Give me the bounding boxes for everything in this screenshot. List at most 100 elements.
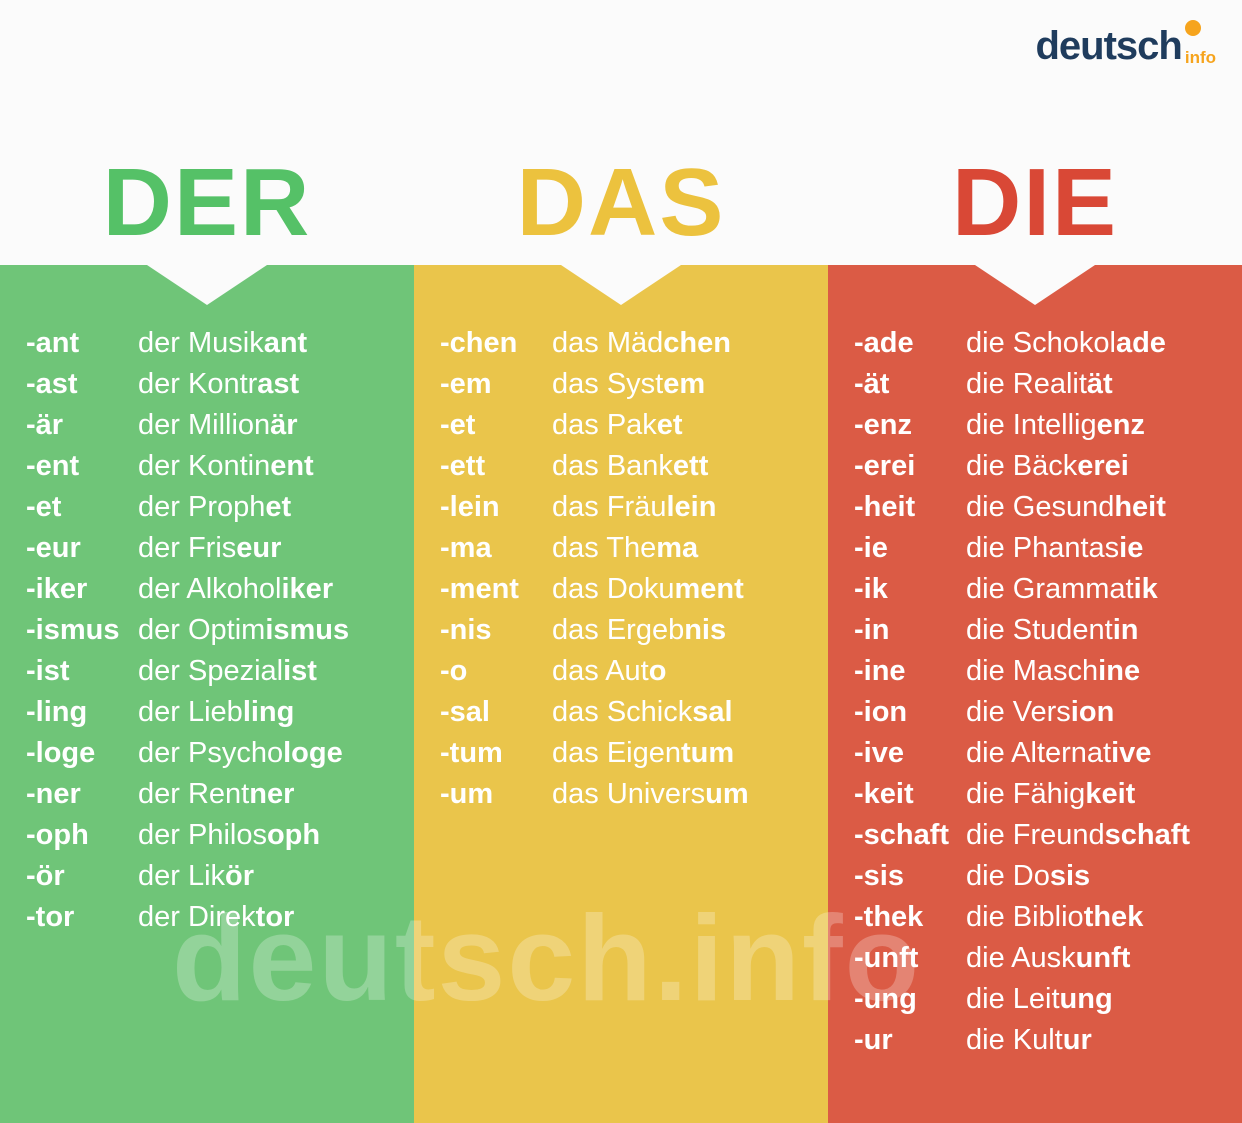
- heading-area-der: DER: [0, 0, 414, 265]
- suffix-row: -ant der Musikant: [26, 323, 406, 364]
- suffix-label: -ive: [854, 737, 904, 769]
- suffix-label: -ent: [26, 450, 80, 482]
- example-word: das Bankett: [552, 450, 709, 482]
- suffix-row: -nis das Ergebnis: [440, 610, 820, 651]
- suffix-row: -tor der Direktor: [26, 897, 406, 938]
- suffix-label: -nis: [440, 614, 492, 646]
- panel-der: -ant der Musikant -ast der Kontrast -är der M…: [0, 265, 414, 1123]
- column-die: DIE -ade die Schokolade -ät die Realität -en…: [828, 0, 1242, 1123]
- example-word: die Realität: [966, 368, 1113, 400]
- column-title-der: DER: [102, 149, 312, 256]
- heading-area-die: DIE: [828, 0, 1242, 265]
- example-word: die Bäckerei: [966, 450, 1129, 482]
- example-word: der Alkoholiker: [138, 573, 334, 605]
- example-word: der Kontrast: [138, 368, 300, 400]
- example-word: die Maschine: [966, 655, 1141, 687]
- heading-area-das: DAS: [414, 0, 828, 265]
- suffix-label: -eur: [26, 532, 81, 564]
- example-word: das Paket: [552, 409, 683, 441]
- suffix-label: -tor: [26, 901, 75, 933]
- suffix-label: -heit: [854, 491, 916, 523]
- suffix-row: -o das Auto: [440, 651, 820, 692]
- suffix-label: -oph: [26, 819, 89, 851]
- example-word: das Mädchen: [552, 327, 731, 359]
- column-das: DAS -chen das Mädchen -em das System -et das …: [414, 0, 828, 1123]
- example-word: der Rentner: [138, 778, 295, 810]
- example-word: der Friseur: [138, 532, 282, 564]
- example-word: die Bibliothek: [966, 901, 1144, 933]
- example-word: die Grammatik: [966, 573, 1158, 605]
- suffix-row: -ismus der Optimismus: [26, 610, 406, 651]
- example-word: der Liebling: [138, 696, 295, 728]
- suffix-row: -in die Studentin: [854, 610, 1234, 651]
- logo-end: info: [1184, 20, 1216, 66]
- suffix-row: -ive die Alternative: [854, 733, 1234, 774]
- suffix-label: -ion: [854, 696, 908, 728]
- suffix-row: -ät die Realität: [854, 364, 1234, 405]
- example-word: das System: [552, 368, 706, 400]
- suffix-row: -chen das Mädchen: [440, 323, 820, 364]
- suffix-label: -ist: [26, 655, 70, 687]
- example-word: der Likör: [138, 860, 255, 892]
- panel-die: -ade die Schokolade -ät die Realität -enz die…: [828, 265, 1242, 1123]
- example-word: die Kultur: [966, 1024, 1092, 1056]
- suffix-row: -ling der Liebling: [26, 692, 406, 733]
- suffix-row: -ent der Kontinent: [26, 446, 406, 487]
- suffix-label: -schaft: [854, 819, 950, 851]
- notch-die: [975, 265, 1095, 305]
- suffix-row: -enz die Intelligenz: [854, 405, 1234, 446]
- suffix-row: -ik die Grammatik: [854, 569, 1234, 610]
- suffix-label: -ant: [26, 327, 80, 359]
- suffix-row: -lein das Fräulein: [440, 487, 820, 528]
- suffix-row: -sal das Schicksal: [440, 692, 820, 733]
- suffix-row: -ie die Phantasie: [854, 528, 1234, 569]
- suffix-label: -ade: [854, 327, 914, 359]
- rows-die: -ade die Schokolade -ät die Realität -enz die…: [828, 265, 1242, 1061]
- example-word: die Alternative: [966, 737, 1152, 769]
- example-word: der Optimismus: [138, 614, 350, 646]
- suffix-label: -tum: [440, 737, 503, 769]
- example-word: der Musikant: [138, 327, 308, 359]
- example-word: das Fräulein: [552, 491, 717, 523]
- column-der: DER -ant der Musikant -ast der Kontrast -är d…: [0, 0, 414, 1123]
- example-word: die Intelligenz: [966, 409, 1145, 441]
- suffix-row: -ner der Rentner: [26, 774, 406, 815]
- suffix-row: -tum das Eigentum: [440, 733, 820, 774]
- deutsch-info-logo: deutsch info: [1035, 20, 1216, 66]
- logo-wordmark: deutsch: [1035, 24, 1182, 68]
- suffix-row: -eur der Friseur: [26, 528, 406, 569]
- example-word: das Ergebnis: [552, 614, 727, 646]
- suffix-row: -är der Millionär: [26, 405, 406, 446]
- suffix-row: -heit die Gesundheit: [854, 487, 1234, 528]
- suffix-row: -iker der Alkoholiker: [26, 569, 406, 610]
- example-word: das Thema: [552, 532, 699, 564]
- suffix-row: -ma das Thema: [440, 528, 820, 569]
- suffix-row: -thek die Bibliothek: [854, 897, 1234, 938]
- example-word: das Universum: [552, 778, 749, 810]
- suffix-row: -et der Prophet: [26, 487, 406, 528]
- example-word: der Spezialist: [138, 655, 317, 687]
- suffix-row: -em das System: [440, 364, 820, 405]
- suffix-label: -enz: [854, 409, 912, 441]
- suffix-row: -ett das Bankett: [440, 446, 820, 487]
- suffix-row: -schaft die Freundschaft: [854, 815, 1234, 856]
- example-word: die Gesundheit: [966, 491, 1166, 523]
- example-word: der Prophet: [138, 491, 292, 523]
- example-word: der Direktor: [138, 901, 295, 933]
- panel-das: -chen das Mädchen -em das System -et das Pake…: [414, 265, 828, 1123]
- notch-der: [147, 265, 267, 305]
- example-word: die Fähigkeit: [966, 778, 1136, 810]
- suffix-row: -ör der Likör: [26, 856, 406, 897]
- suffix-label: -em: [440, 368, 492, 400]
- suffix-label: -um: [440, 778, 494, 810]
- suffix-row: -ung die Leitung: [854, 979, 1234, 1020]
- rows-das: -chen das Mädchen -em das System -et das Pake…: [414, 265, 828, 815]
- example-word: die Dosis: [966, 860, 1091, 892]
- example-word: der Millionär: [138, 409, 298, 441]
- suffix-label: -ur: [854, 1024, 893, 1056]
- example-word: das Schicksal: [552, 696, 733, 728]
- suffix-row: -ast der Kontrast: [26, 364, 406, 405]
- suffix-label: -chen: [440, 327, 518, 359]
- suffix-row: -ine die Maschine: [854, 651, 1234, 692]
